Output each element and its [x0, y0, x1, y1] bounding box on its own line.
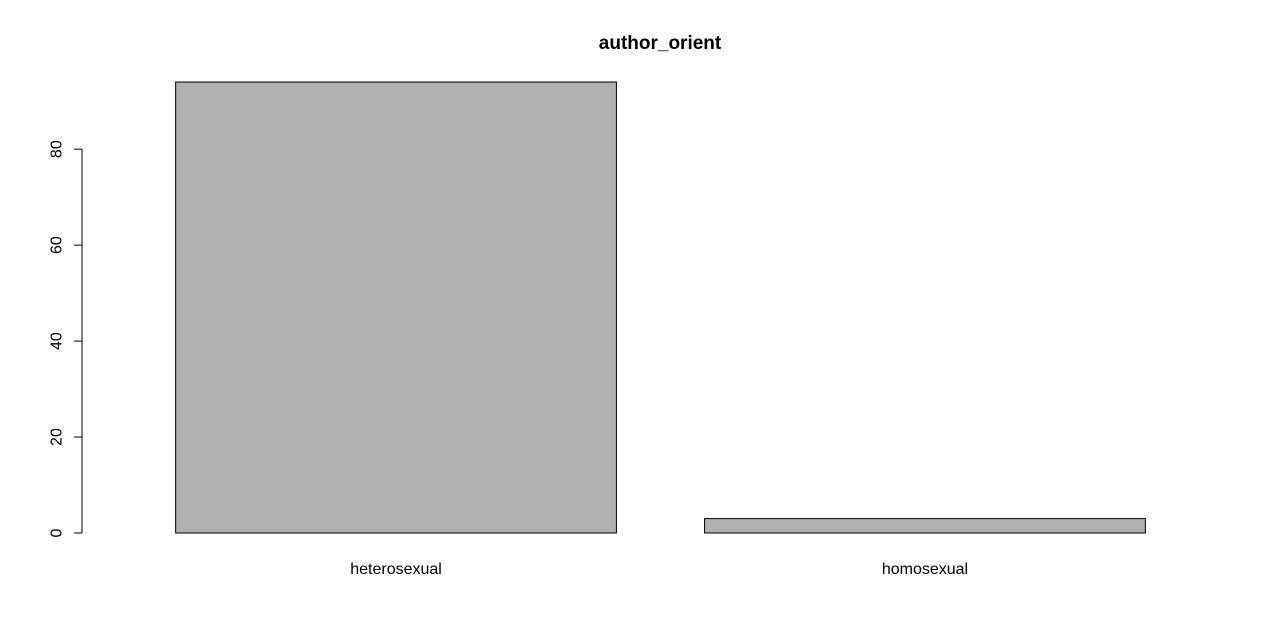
y-tick-label: 0: [49, 528, 66, 537]
y-tick-label: 40: [49, 332, 66, 350]
x-category-label: heterosexual: [350, 561, 442, 578]
x-axis-labels: heterosexual homosexual: [350, 561, 968, 578]
bars: [175, 81, 1146, 534]
x-category-label: homosexual: [882, 561, 968, 578]
y-axis: 0 20 40 60 80: [49, 140, 83, 537]
y-tick-label: 60: [49, 236, 66, 254]
bar-heterosexual: [175, 81, 617, 534]
y-tick-label: 20: [49, 428, 66, 446]
bar-homosexual: [704, 518, 1146, 534]
y-tick-label: 80: [49, 140, 66, 158]
chart-title: author_orient: [599, 33, 722, 54]
